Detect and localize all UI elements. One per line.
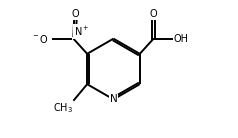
- Text: O: O: [71, 9, 79, 19]
- Text: OH: OH: [174, 34, 188, 44]
- Text: O: O: [150, 9, 157, 19]
- Text: N$^+$: N$^+$: [74, 25, 90, 38]
- Text: CH$_3$: CH$_3$: [53, 101, 73, 115]
- Text: N: N: [110, 94, 117, 104]
- Text: $^-$O: $^-$O: [31, 33, 49, 45]
